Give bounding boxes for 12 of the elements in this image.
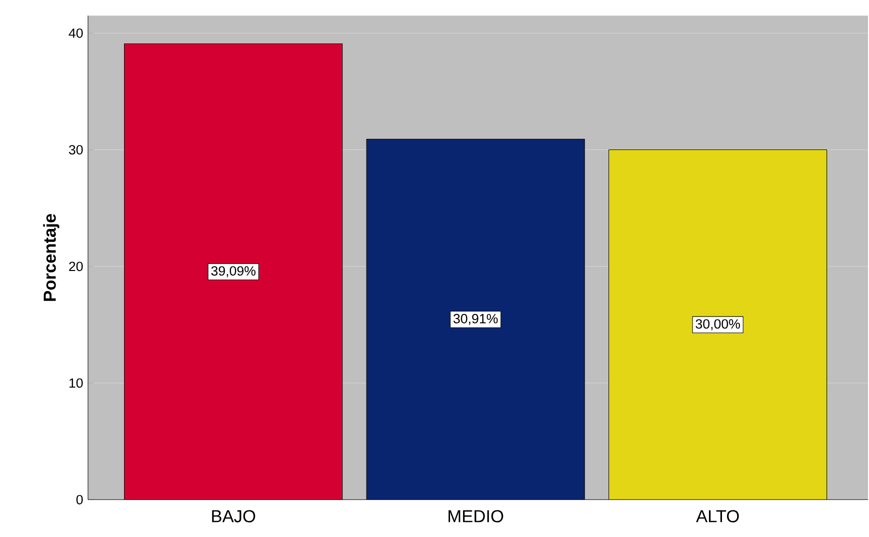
x-tick-label: MEDIO [448,510,504,522]
y-tick-label: 0 [76,494,83,504]
x-tick-label: BAJO [212,510,256,522]
data-label: 30,91% [453,314,498,325]
y-tick-label: 20 [69,262,83,272]
y-tick-label: 40 [68,28,83,38]
data-label: 39,09% [211,266,256,278]
y-tick-label: 30 [68,145,83,155]
y-axis-title: Porcentaje [43,214,60,301]
data-label: 30,00% [696,319,740,330]
x-tick-label: ALTO [696,510,739,522]
y-tick-label: 10 [69,378,83,388]
